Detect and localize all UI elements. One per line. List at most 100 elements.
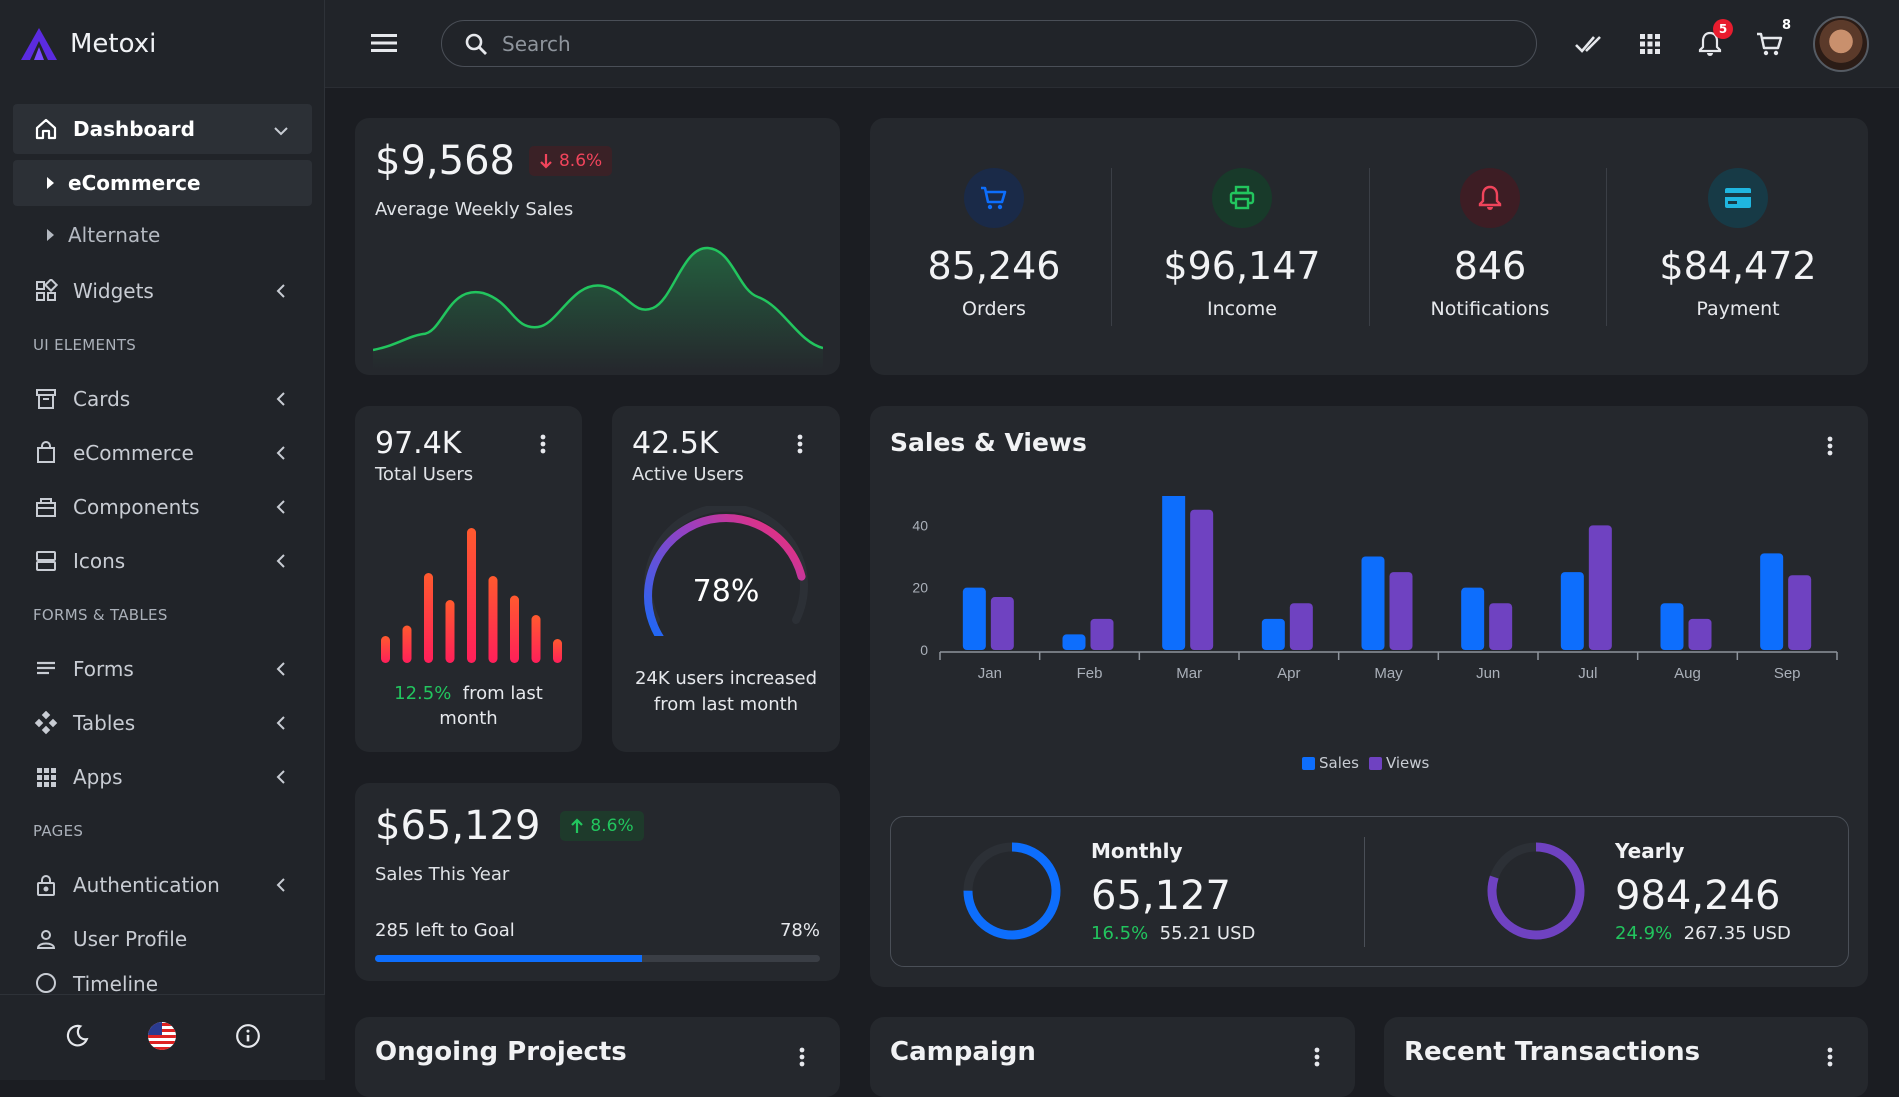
logo-icon [21,28,57,60]
info-icon[interactable] [235,1023,261,1053]
sidebar-item-user-profile[interactable]: User Profile [13,912,312,966]
archive-icon [33,386,59,412]
more-options-icon[interactable] [540,434,546,454]
campaign-title: Campaign [890,1037,1036,1067]
bar-sales[interactable] [1660,603,1684,650]
legend-swatch [1368,756,1382,770]
weekly-sales-card: $9,568 8.6% Average Weekly Sales [355,118,840,375]
bar-views[interactable] [1389,572,1413,650]
bar-sales[interactable] [1261,618,1285,650]
more-options-icon[interactable] [1827,1047,1833,1067]
bar-views[interactable] [1090,618,1114,650]
legend-label: Views [1385,754,1430,772]
search-input[interactable]: Search [441,20,1537,67]
user-bar [510,595,519,663]
credit-card-icon [1708,168,1768,228]
sidebar-item-icons[interactable]: Icons [13,534,312,588]
search-icon [465,33,487,55]
sidebar-item-timeline[interactable]: Timeline [13,966,312,996]
cart-count: 8 [1781,18,1791,33]
sidebar-footer [0,994,325,1080]
us-flag-icon[interactable] [147,1021,177,1055]
stat-label: Income [1207,298,1277,320]
divider [1111,168,1112,326]
sidebar-item-widgets[interactable]: Widgets [13,264,312,318]
sidebar-item-cards[interactable]: Cards [13,372,312,426]
notifications-bell-icon[interactable]: 5 [1693,19,1733,61]
legend-views[interactable]: Views [1368,754,1430,772]
nav-header-pages: PAGES [33,822,84,840]
total-users-bar-chart [381,528,562,663]
chart-legend: Sales Views [1302,754,1429,772]
campaign-card: Campaign [870,1017,1355,1097]
yearly-label: Yearly [1615,839,1685,863]
bar-sales[interactable] [1760,553,1784,650]
monthly-change: 16.5% [1091,923,1149,944]
sidebar-item-dashboard[interactable]: Dashboard [13,104,312,154]
bar-sales[interactable] [1361,556,1385,651]
x-tick-label: Jan [978,665,1002,682]
bar-views[interactable] [1190,509,1214,650]
done-all-icon[interactable] [1573,27,1607,61]
chevron-left-icon [276,446,285,460]
search-placeholder: Search [502,31,571,56]
sidebar-item-apps[interactable]: Apps [13,750,312,804]
sales-views-card: Sales & Views 0204060JanFebMarAprMayJunJ… [870,406,1868,987]
stat-label: Payment [1696,298,1780,320]
sidebar-item-label: Dashboard [73,117,195,141]
printer-icon [1212,168,1272,228]
bar-views[interactable] [1688,618,1712,650]
bar-sales[interactable] [1560,572,1584,650]
legend-sales[interactable]: Sales [1302,754,1359,772]
bar-sales[interactable] [1461,587,1485,650]
cart-icon[interactable]: 8 [1753,18,1791,61]
shopping-bag-icon [33,440,59,466]
active-users-gauge [644,506,808,636]
more-options-icon[interactable] [799,1047,805,1067]
sidebar-item-authentication[interactable]: Authentication [13,858,312,912]
topbar-actions: 5 8 [1573,16,1869,72]
ongoing-projects-title: Ongoing Projects [375,1037,627,1067]
sales-views-bar-chart: 0204060JanFebMarAprMayJunJulAugSep [912,496,1838,682]
apps-icon[interactable] [1633,27,1667,61]
bar-sales[interactable] [962,587,986,650]
avatar[interactable] [1813,16,1869,72]
more-options-icon[interactable] [1827,436,1833,456]
sidebar-item-components[interactable]: Components [13,480,312,534]
goal-percent: 78% [779,920,820,941]
goal-progress-fill [375,955,642,962]
stat-value: $84,472 [1659,244,1817,288]
sidebar-item-forms[interactable]: Forms [13,642,312,696]
more-options-icon[interactable] [1314,1047,1320,1067]
divider [1606,168,1607,326]
bar-sales[interactable] [1062,634,1086,650]
sidebar-item-label: eCommerce [73,441,194,465]
total-users-change: 12.5% [394,683,452,704]
total-users-label: Total Users [375,464,474,485]
bar-sales[interactable] [1162,496,1186,650]
stat-value: 85,246 [927,244,1061,288]
sales-year-change: 8.6% [590,816,634,836]
user-bar [553,639,562,663]
sidebar-item-ecommerce[interactable]: eCommerce [13,426,312,480]
bar-views[interactable] [1588,525,1612,650]
bar-views[interactable] [990,597,1014,650]
hamburger-menu-icon[interactable] [371,32,397,54]
chevron-down-icon [274,127,288,136]
sidebar-item-label: Icons [73,549,126,573]
bar-views[interactable] [1788,575,1812,650]
legend-swatch [1302,756,1315,770]
user-bar [402,625,412,663]
more-options-icon[interactable] [797,434,803,454]
moon-icon[interactable] [64,1023,90,1053]
sidebar-subitem-alternate[interactable]: Alternate [13,212,312,258]
x-tick-label: Mar [1176,665,1202,682]
sidebar-subitem-ecommerce[interactable]: eCommerce [13,160,312,206]
user-bar [445,600,455,663]
bar-views[interactable] [1289,603,1313,650]
x-tick-label: Feb [1077,665,1103,682]
bar-views[interactable] [1489,603,1513,650]
sidebar-item-tables[interactable]: Tables [13,696,312,750]
nav-header-forms-tables: FORMS & TABLES [33,606,168,624]
brand[interactable]: Metoxi [20,24,156,64]
